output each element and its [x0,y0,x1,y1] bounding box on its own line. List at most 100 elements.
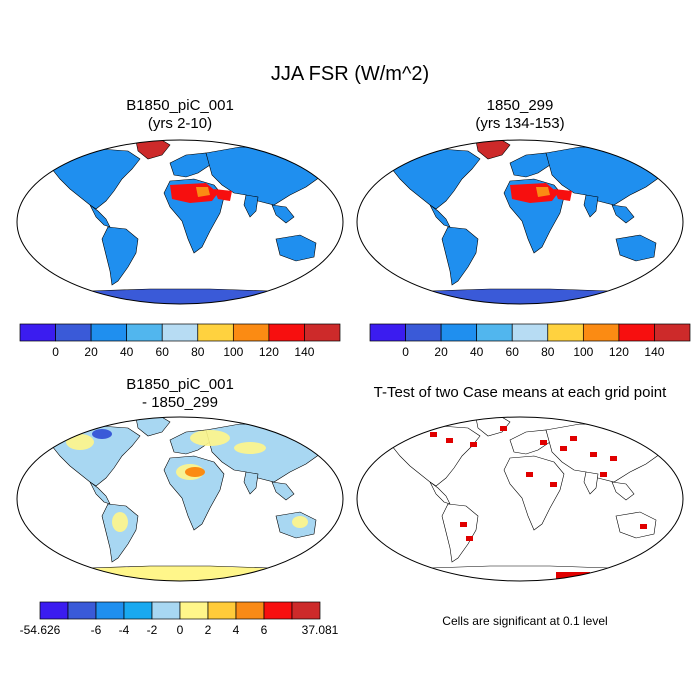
colorbar-panel-3: -54.626 -6 -4 -2 0 2 4 6 37.081 [20,601,339,637]
desert-region [214,189,232,201]
colorbar-box [161,323,199,342]
colorbar-label: 20 [434,345,448,359]
land-southAmerica [101,503,139,563]
land-southAmerica [441,503,479,563]
colorbar-box [654,323,691,342]
land-antarctica [379,565,663,581]
panel-2-title-line2: (yrs 134-153) [475,115,565,132]
colorbar-label: 40 [120,345,134,359]
colorbar-box [511,323,549,342]
panel-1-title-line1: B1850_piC_001 [126,97,234,114]
colorbar-label: 60 [156,345,170,359]
colorbar-label: 100 [573,345,593,359]
diff-anomaly [234,442,266,454]
significant-cell [460,522,467,527]
colorbar-box [67,601,97,620]
diff-anomaly [66,434,94,450]
colorbar-box [126,323,163,342]
panel-1-title-line2: (yrs 2-10) [147,115,213,132]
significant-cell [560,446,567,451]
colorbar-label: 80 [191,345,205,359]
colorbar-label: 80 [541,345,555,359]
significance-note: Cells are significant at 0.1 level [442,614,608,628]
colorbar-label: 140 [644,345,664,359]
colorbar-box [304,323,341,342]
map-panel-1 [16,139,344,305]
figure-title: JJA FSR (W/m^2) [270,63,430,85]
land-seAsia [611,204,635,224]
colorbar-panel-2: 0 20 40 60 80 100 120 140 [369,323,691,359]
colorbar-label: 60 [506,345,520,359]
land-seAsia [611,481,635,501]
colorbar-box [232,323,270,342]
colorbar-box [582,323,620,342]
land-greenland [475,140,511,160]
colorbar-box [369,323,406,342]
land-europe [169,152,211,178]
land-southAmerica [441,226,479,286]
colorbar-label: 0 [52,345,59,359]
colorbar-label: 140 [294,345,314,359]
colorbar-box [547,323,584,342]
desert-core [196,187,210,197]
land-australia [615,511,657,539]
significant-cell [556,572,590,580]
colorbar-box [235,601,265,620]
significant-cell [550,482,557,487]
significant-cell [600,472,607,477]
colorbar-label: 37.081 [302,623,339,637]
significant-cell [610,456,617,461]
colorbar-panel-1: 0 20 40 60 80 100 120 140 [19,323,341,359]
colorbar-label: 0 [177,623,184,637]
panel-3-title-line1: B1850_piC_001 [126,376,234,393]
land-europe [509,429,551,455]
land-greenland [135,417,171,437]
land-seAsia [271,481,295,501]
significant-cell [540,440,547,445]
colorbar-label: 6 [261,623,268,637]
map-panel-4 [356,416,684,582]
colorbar-box [90,323,128,342]
diff-anomaly [185,467,205,477]
colorbar-box [19,323,56,342]
land-antarctica [39,565,323,581]
colorbar-label: -4 [119,623,130,637]
land-northAmerica [391,425,481,487]
colorbar-box [291,601,321,620]
panel-4-title-line1: T-Test of two Case means at each grid po… [373,384,667,401]
land-antarctica [379,288,663,304]
colorbar-label: 2 [205,623,212,637]
diff-anomaly [292,516,308,528]
colorbar-box [197,323,234,342]
colorbar-label: 0 [402,345,409,359]
land-india [583,194,599,218]
panel-2-title: 1850_299 (yrs 134-153) [380,97,660,133]
diff-anomaly [112,512,128,532]
colorbar-label: -2 [147,623,158,637]
significant-cell [570,436,577,441]
significant-cell [446,438,453,443]
land-antarctica [39,288,323,304]
panel-1-title: B1850_piC_001 (yrs 2-10) [40,97,320,133]
colorbar-label: 4 [233,623,240,637]
colorbar-box [39,601,69,620]
desert-core [536,187,550,197]
panel-3-title: B1850_piC_001 - 1850_299 [40,376,320,412]
map-panel-3 [16,416,344,582]
map-panel-2 [356,139,684,305]
land-india [243,471,259,495]
panel-4-title: T-Test of two Case means at each grid po… [350,384,690,402]
colorbar-label: 120 [609,345,629,359]
land-northAmerica [391,148,481,210]
diff-anomaly [190,430,230,446]
colorbar-box [440,323,478,342]
significant-cell [526,472,533,477]
colorbar-label: 40 [470,345,484,359]
panel-2-title-line1: 1850_299 [486,97,554,114]
colorbar-box [268,323,305,342]
land-australia [275,234,317,262]
map-border [356,139,684,305]
colorbar-box [55,323,92,342]
land-europe [509,152,551,178]
land-india [243,194,259,218]
